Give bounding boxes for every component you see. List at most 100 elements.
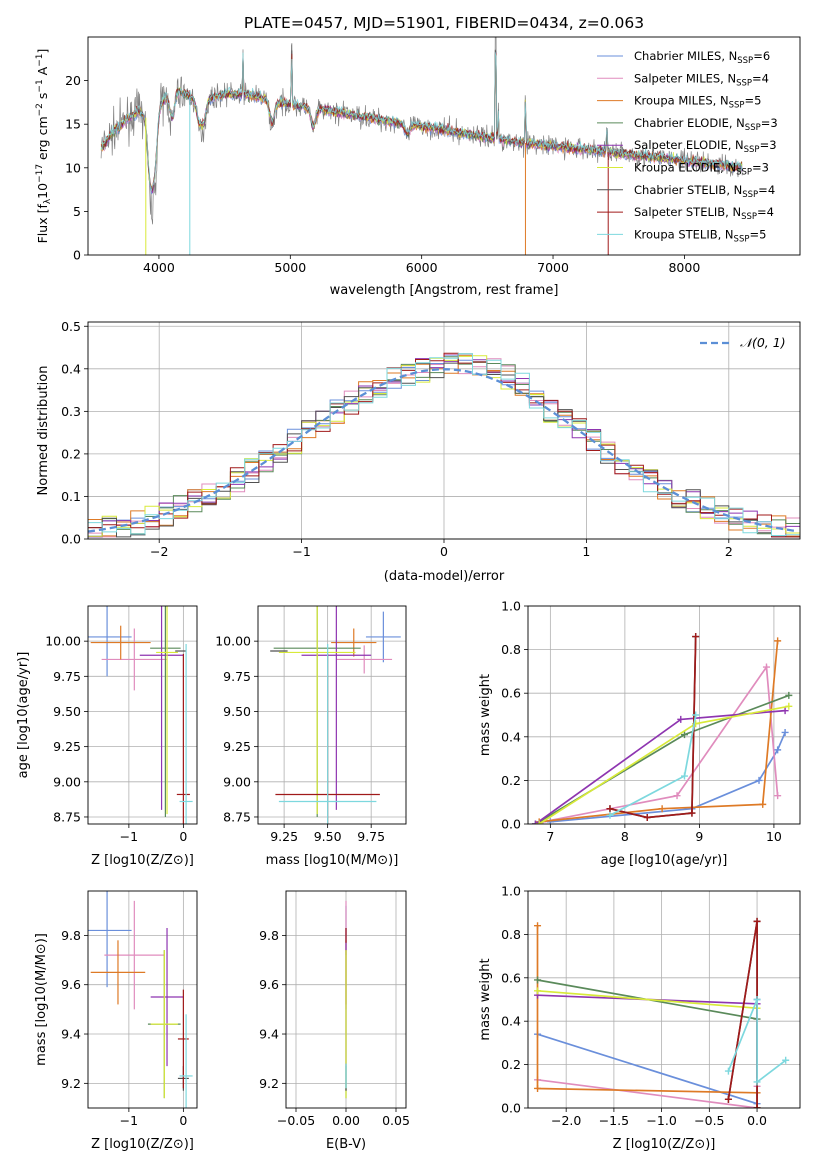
- y-tick-label: 10: [65, 160, 81, 175]
- weight-point: [755, 776, 763, 784]
- y-tick-label: 0.6: [501, 970, 521, 985]
- weight-lines: [531, 633, 793, 824]
- legend-nssp-label: , N: [729, 116, 745, 130]
- errorbars: [88, 606, 193, 824]
- x-axis-label: E(B-V): [326, 1137, 366, 1152]
- legend-entry: Chabrier MILES, NSSP=6: [634, 49, 770, 66]
- x-tick-label: 8: [621, 829, 629, 844]
- x-axis-label: (data-model)/error: [384, 569, 505, 584]
- x-tick-label: 2: [725, 544, 733, 559]
- legend-subscript: SSP: [742, 190, 758, 200]
- y-tick-label: 9.50: [53, 704, 81, 719]
- y-tick-label: 9.25: [53, 739, 81, 754]
- legend-eq: =: [757, 205, 767, 219]
- x-tick-label: 9.25: [270, 829, 298, 844]
- legend-entry: Salpeter ELODIE, NSSP=3: [634, 138, 777, 155]
- errorbars: [88, 891, 193, 1108]
- y-tick-label: 0.0: [61, 532, 81, 547]
- weight-point: [781, 728, 789, 736]
- x-tick-label: 9.75: [357, 829, 385, 844]
- legend-eq: =: [752, 161, 762, 175]
- legend-eq: =: [760, 138, 770, 152]
- weight-line: [538, 705, 789, 824]
- x-tick-label: 7000: [537, 260, 569, 275]
- y-tick-label: 9.8: [61, 928, 81, 943]
- legend-series-name: Chabrier ELODIE: [634, 116, 729, 130]
- legend-nssp-label: , N: [720, 161, 736, 175]
- weight-point: [606, 811, 614, 819]
- weight-point: [774, 637, 782, 645]
- legend-series-name: Kroupa ELODIE: [634, 161, 720, 175]
- weight-point: [680, 772, 688, 780]
- axes-frame: [285, 890, 407, 1109]
- y-axis-label: mass [log10(M/M⊙)]: [34, 933, 49, 1066]
- legend-eq: =: [758, 183, 768, 197]
- x-tick-label: −2.0: [551, 1113, 581, 1128]
- legend-nssp-value: 3: [762, 161, 769, 175]
- x-axis-label: mass [log10(M/M⊙)]: [266, 853, 399, 868]
- y-tick-label: 9.4: [61, 1027, 81, 1042]
- legend-nssp-label: , N: [713, 94, 729, 108]
- weight-point: [680, 731, 688, 739]
- legend-entry: Kroupa STELIB, NSSP=5: [634, 227, 766, 244]
- weight-point: [534, 1084, 542, 1092]
- legend-nssp-label: , N: [728, 138, 744, 152]
- axes-frame: [87, 36, 801, 256]
- legend-series-name: Kroupa MILES: [634, 94, 713, 108]
- y-tick-label: 0.2: [501, 1057, 521, 1072]
- histogram-group: [88, 352, 800, 539]
- x-tick-label: −1: [292, 544, 310, 559]
- legend-nssp-value: 4: [762, 71, 769, 85]
- y-tick-label: 9.6: [61, 977, 81, 992]
- legend-subscript: SSP: [734, 234, 750, 244]
- y-axis-label: Flux [fλ10−17 erg cm−2 s−1 A−1]: [35, 49, 53, 244]
- legend-nssp-value: 3: [769, 138, 776, 152]
- legend-series-name: Salpeter STELIB: [634, 205, 725, 219]
- weight-point: [643, 813, 651, 821]
- weight-line: [536, 925, 758, 1108]
- legend-nssp-label: , N: [726, 183, 742, 197]
- legend-nssp-value: 5: [754, 94, 761, 108]
- weight-point: [692, 711, 700, 719]
- y-tick-label: 1.0: [501, 884, 521, 899]
- x-tick-label: 7: [546, 829, 554, 844]
- axes-frame: [87, 890, 198, 1109]
- weight-line: [537, 989, 758, 1010]
- y-tick-label: 9.25: [223, 739, 251, 754]
- y-tick-label: 9.2: [61, 1076, 81, 1091]
- weight-point: [782, 1056, 790, 1064]
- weight-point: [688, 809, 696, 817]
- x-tick-label: 9.50: [314, 829, 342, 844]
- legend-series-name: Kroupa STELIB: [634, 227, 718, 241]
- residuals-panel: −2 −1 0 1 2 0.0 0.1 0.2 0.3 0.4 0.5 (data-model)/er…: [36, 319, 801, 584]
- y-tick-label: 20: [65, 73, 81, 88]
- y-tick-label: 8.75: [223, 809, 251, 824]
- y-tick-label: 0.8: [501, 927, 521, 942]
- axes-frame: [87, 605, 198, 825]
- x-tick-label: −0.05: [277, 1113, 315, 1128]
- weight-line: [539, 640, 779, 823]
- y-tick-label: 10.00: [215, 634, 251, 649]
- weight-point: [753, 917, 761, 925]
- weight-point: [724, 1095, 732, 1103]
- x-tick-label: 9: [695, 829, 703, 844]
- x-axis-label: Z [log10(Z/Z⊙)]: [613, 1137, 716, 1152]
- weight-point: [724, 1067, 732, 1075]
- y-tick-label: 10.00: [45, 634, 81, 649]
- y-tick-label: 8.75: [53, 809, 81, 824]
- mass_weight_vs_age-panel: 7 8 9 10 0.0 0.2 0.4 0.6 0.8 1.0 age [log10(age/yr…: [478, 599, 801, 868]
- legend-nssp-value: 4: [767, 205, 774, 219]
- y-tick-label: 0.2: [61, 446, 81, 461]
- x-axis-label: Z [log10(Z/Z⊙)]: [91, 1137, 194, 1152]
- weight-point: [673, 792, 681, 800]
- legend-subscript: SSP: [736, 168, 752, 178]
- legend-entry: Chabrier STELIB, NSSP=4: [634, 183, 775, 200]
- weight-point: [759, 800, 767, 808]
- weight-line: [535, 709, 786, 824]
- axes-frame: [257, 605, 407, 825]
- y-axis-label: age [log10(age/yr)]: [16, 652, 31, 779]
- weight-point: [534, 976, 542, 984]
